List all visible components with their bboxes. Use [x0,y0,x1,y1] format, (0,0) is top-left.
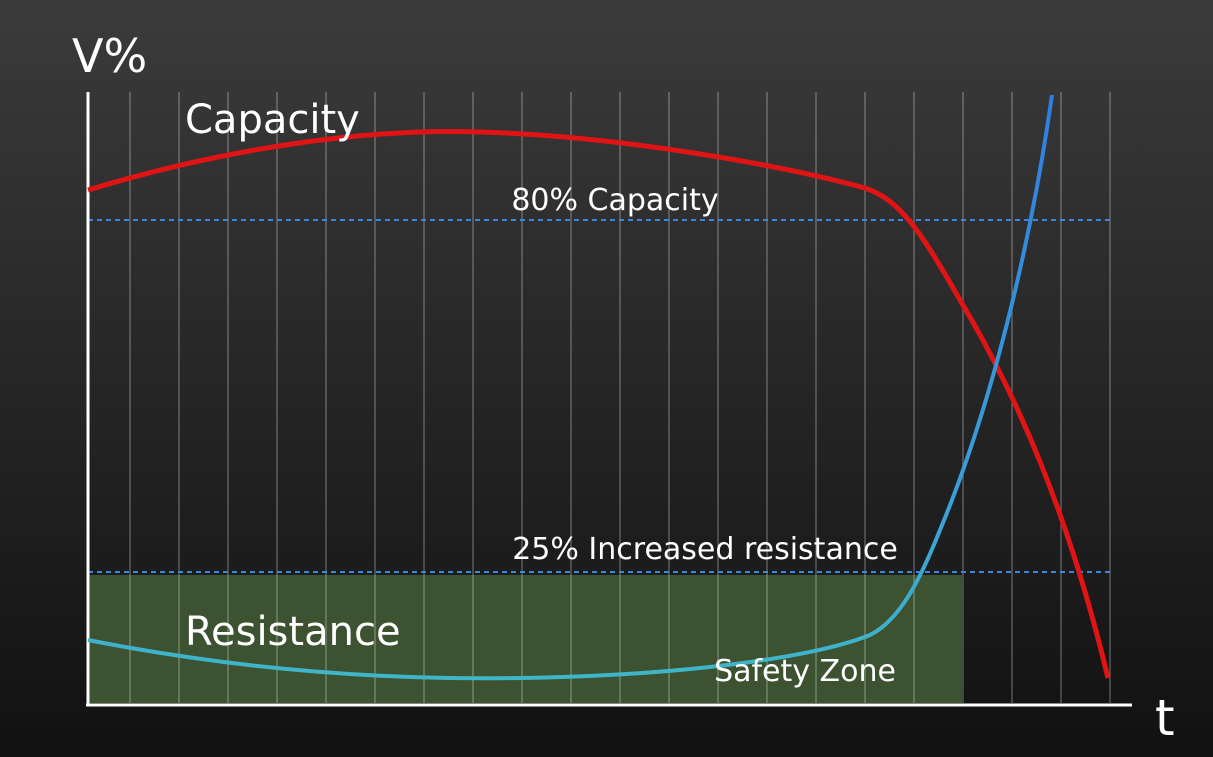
resistance-curve [87,94,1054,681]
y-axis-label: V% [72,29,147,83]
threshold-label: 80% Capacity [511,183,718,218]
threshold-label: 25% Increased resistance [512,532,898,567]
safety-zone [88,575,962,703]
x-axis-label: t [1155,689,1175,747]
zone-label: Safety Zone [714,654,896,689]
curve-label: Resistance [185,609,401,655]
capacity-curve [87,129,1111,679]
curve-label: Capacity [185,97,360,143]
